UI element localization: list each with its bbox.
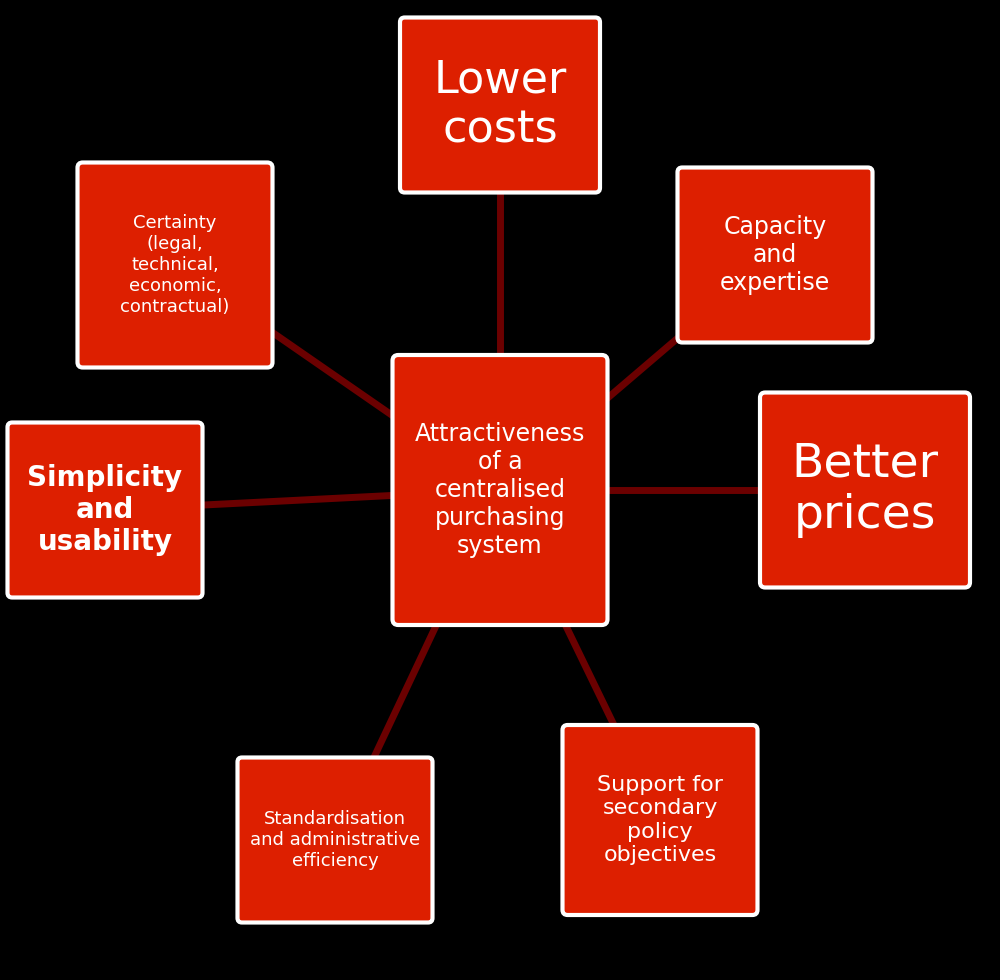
FancyBboxPatch shape [238, 758, 432, 922]
FancyBboxPatch shape [8, 422, 202, 598]
FancyBboxPatch shape [392, 355, 608, 625]
Text: Standardisation
and administrative
efficiency: Standardisation and administrative effic… [250, 810, 420, 870]
Text: Certainty
(legal,
technical,
economic,
contractual): Certainty (legal, technical, economic, c… [120, 215, 230, 316]
Text: Better
prices: Better prices [791, 442, 939, 538]
FancyBboxPatch shape [400, 18, 600, 192]
FancyBboxPatch shape [78, 163, 272, 368]
FancyBboxPatch shape [760, 393, 970, 587]
FancyBboxPatch shape [562, 725, 758, 915]
Text: Lower
costs: Lower costs [433, 59, 567, 151]
Text: Attractiveness
of a
centralised
purchasing
system: Attractiveness of a centralised purchasi… [415, 422, 585, 558]
FancyBboxPatch shape [678, 168, 872, 342]
Text: Simplicity
and
usability: Simplicity and usability [27, 464, 183, 557]
Text: Capacity
and
expertise: Capacity and expertise [720, 216, 830, 295]
Text: Support for
secondary
policy
objectives: Support for secondary policy objectives [597, 775, 723, 864]
